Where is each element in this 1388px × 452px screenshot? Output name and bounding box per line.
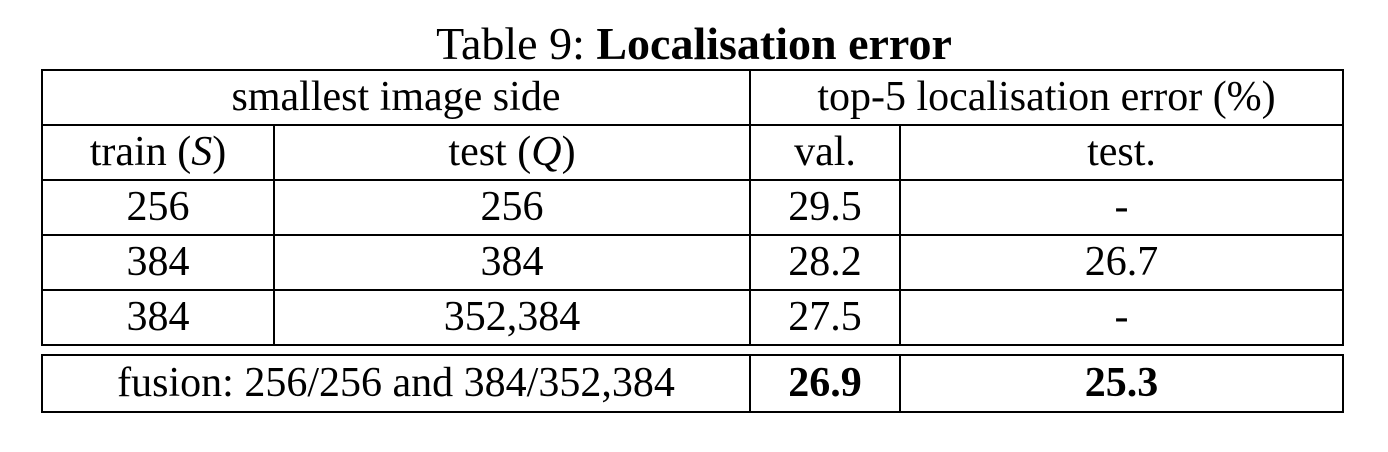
caption-title: Localisation error [596,18,952,69]
header-test: test (Q) [273,124,751,181]
cell-train: 384 [41,234,275,291]
fusion-row: fusion: 256/256 and 384/352,384 26.9 25.… [41,354,1344,413]
fusion-val: 26.9 [749,354,901,413]
cell-test: 384 [273,234,751,291]
cell-val: 29.5 [749,179,901,236]
localisation-error-table: smallest image side top-5 localisation e… [41,69,1344,413]
row-spacer [42,344,1343,356]
cell-test: 256 [273,179,751,236]
cell-test-error: 26.7 [899,234,1344,291]
group-header-row: smallest image side top-5 localisation e… [41,69,1344,126]
cell-test-error: - [899,289,1344,346]
header-test-error: test. [899,124,1344,181]
cell-val: 28.2 [749,234,901,291]
table-row: 256 256 29.5 - [41,179,1344,236]
column-header-row: train (S) test (Q) val. test. [41,124,1344,181]
cell-test: 352,384 [273,289,751,346]
header-train: train (S) [41,124,275,181]
fusion-label: fusion: 256/256 and 384/352,384 [41,354,751,413]
cell-train: 256 [41,179,275,236]
cell-val: 27.5 [749,289,901,346]
table-row: 384 352,384 27.5 - [41,289,1344,346]
header-top5-localisation-error: top-5 localisation error (%) [749,69,1344,126]
caption-prefix: Table 9: [436,18,585,69]
header-smallest-image-side: smallest image side [41,69,751,126]
cell-train: 384 [41,289,275,346]
cell-test-error: - [899,179,1344,236]
table-row: 384 384 28.2 26.7 [41,234,1344,291]
fusion-test-error: 25.3 [899,354,1344,413]
header-val: val. [749,124,901,181]
table-caption: Table 9: Localisation error [0,16,1388,72]
